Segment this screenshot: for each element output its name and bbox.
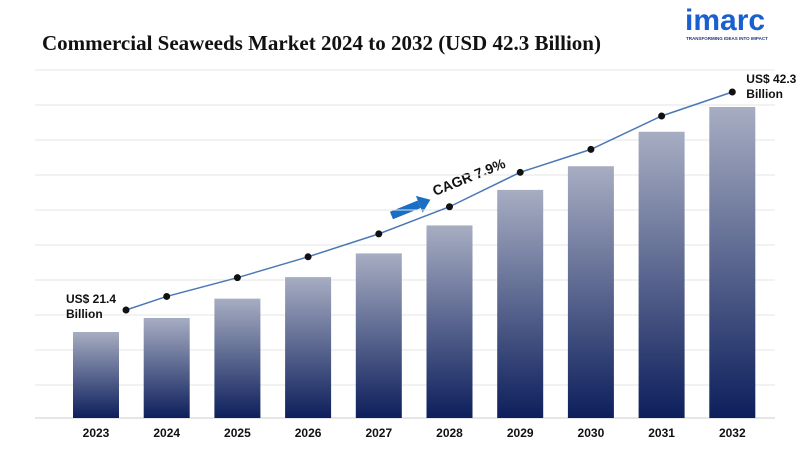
trend-line: [125, 91, 733, 311]
value-label: US$ 21.4 Billion: [66, 292, 117, 321]
logo: imarc: [685, 4, 765, 37]
x-tick-label: 2032: [719, 426, 746, 440]
trend-point: [122, 306, 130, 314]
bar: [638, 131, 685, 418]
x-tick-label: 2028: [436, 426, 463, 440]
bar: [73, 332, 119, 418]
trend-point: [658, 112, 666, 120]
logo-tagline: TRANSFORMING IDEAS INTO IMPACT: [686, 36, 768, 41]
trend-point: [163, 292, 171, 300]
bar: [214, 298, 261, 418]
trend-point: [516, 168, 524, 176]
x-tick-label: 2029: [507, 426, 534, 440]
x-tick-label: 2025: [224, 426, 251, 440]
value-label: US$ 42.3 Billion: [746, 72, 797, 101]
bar: [426, 225, 473, 418]
cagr-label: CAGR 7.9%: [430, 155, 508, 199]
trend-point: [304, 253, 312, 261]
bar: [709, 107, 756, 418]
trend-point: [375, 230, 383, 238]
cagr-arrow: [389, 195, 431, 220]
chart-title: Commercial Seaweeds Market 2024 to 2032 …: [42, 31, 601, 55]
x-tick-label: 2024: [153, 426, 180, 440]
bar: [285, 277, 332, 418]
x-tick-label: 2023: [83, 426, 110, 440]
bar: [143, 318, 190, 418]
x-tick-label: 2030: [578, 426, 605, 440]
bar: [497, 189, 544, 418]
x-tick-label: 2026: [295, 426, 322, 440]
trend-point: [446, 203, 453, 211]
bar: [355, 253, 402, 418]
x-tick-label: 2031: [648, 426, 675, 440]
bar: [567, 166, 614, 418]
x-tick-label: 2027: [365, 426, 392, 440]
trend-point: [587, 145, 595, 153]
trend-point: [728, 88, 736, 96]
trend-point: [233, 274, 241, 282]
